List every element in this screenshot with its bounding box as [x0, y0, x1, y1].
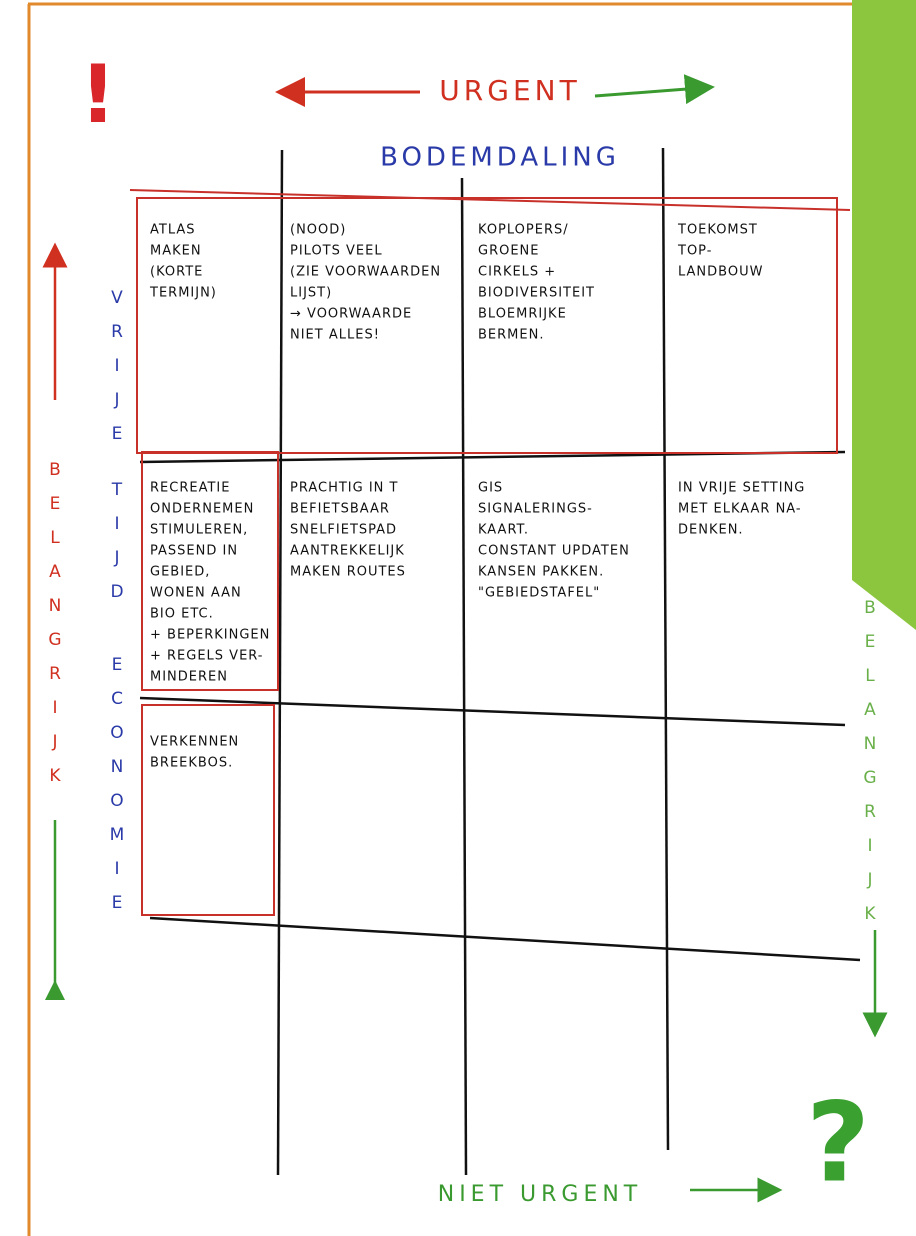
cell-text: SNELFIETSPAD	[290, 523, 397, 538]
cell-text: BERMEN.	[478, 328, 544, 343]
cell-text: DENKEN.	[678, 523, 744, 538]
cell-text: ONDERNEMEN	[150, 502, 254, 517]
cell-text: BLOEMRIJKE	[478, 307, 567, 322]
cell-text: GIS	[478, 481, 503, 496]
cell-text: LIJST)	[290, 286, 332, 301]
cell-text: VERKENNEN	[150, 735, 239, 750]
cell-text: (NOOD)	[290, 223, 346, 238]
cell-text: (ZIE VOORWAARDEN	[290, 265, 441, 280]
cell-text: KANSEN PAKKEN.	[478, 565, 604, 580]
cell-text: GEBIED,	[150, 565, 210, 580]
cell-text: AANTREKKELIJK	[290, 544, 405, 559]
row-label: TIJD	[107, 480, 127, 616]
not-urgent-label: NIET URGENT	[438, 1182, 643, 1207]
urgent-label: URGENT	[439, 74, 580, 107]
cell-text: KAART.	[478, 523, 529, 538]
row-label: ECONOMIE	[107, 655, 127, 927]
cell-text: STIMULEREN,	[150, 523, 248, 538]
cell-text: ATLAS	[150, 223, 196, 238]
cell-text: MINDEREN	[150, 670, 228, 685]
exclamation: !	[80, 48, 116, 141]
cell-text: IN VRIJE SETTING	[678, 481, 805, 496]
arrowhead	[45, 980, 65, 1000]
cell-text: TOEKOMST	[677, 223, 758, 238]
cell-text: (KORTE	[150, 265, 203, 280]
cell-text: MAKEN	[150, 244, 202, 259]
cell-text: BIODIVERSITEIT	[478, 286, 595, 301]
cell-text: TERMIJN)	[149, 286, 217, 301]
left-axis-label: BELANGRIJK	[45, 460, 65, 800]
cell-text: → VOORWAARDE	[290, 307, 412, 322]
cell-text: SIGNALERINGS-	[478, 502, 593, 517]
cell-text: BREEKBOS.	[150, 756, 233, 771]
cell-text: BEFIETSBAAR	[290, 502, 390, 517]
cell-text: TOP-	[677, 244, 712, 259]
cell-text: WONEN AAN	[150, 586, 242, 601]
row-label: VRIJE	[107, 288, 127, 458]
cell-text: CIRKELS +	[478, 265, 556, 280]
cell-text: LANDBOUW	[678, 265, 763, 280]
right-axis-label: BELANGRIJK	[860, 598, 880, 938]
cell-text: PASSEND IN	[150, 544, 238, 559]
green-tab	[852, 0, 916, 630]
cell-text: CONSTANT UPDATEN	[478, 544, 630, 559]
cell-text: BIO ETC.	[150, 607, 214, 622]
cell-text: + REGELS VER-	[150, 649, 264, 664]
cell-text: RECREATIE	[150, 481, 230, 496]
cell-text: MET ELKAAR NA-	[678, 502, 802, 517]
cell-text: MAKEN ROUTES	[290, 565, 406, 580]
cell-text: NIET ALLES!	[290, 328, 380, 343]
cells: ATLAS MAKEN (KORTE TERMIJN) (NOOD) PILOTS VEE…	[149, 223, 805, 771]
title: BODEMDALING	[380, 143, 620, 173]
cell-text: GROENE	[478, 244, 540, 259]
arrow	[594, 74, 715, 105]
cell-text: PILOTS VEEL	[290, 244, 383, 259]
cell-text: + BEPERKINGEN	[150, 628, 270, 643]
cell-text: KOPLOPERS/	[478, 223, 569, 238]
question-mark: ?	[806, 1078, 870, 1206]
cell-text: PRACHTIG IN T	[290, 481, 398, 496]
cell-text: "GEBIEDSTAFEL"	[478, 586, 600, 601]
red-boxes	[129, 189, 851, 916]
